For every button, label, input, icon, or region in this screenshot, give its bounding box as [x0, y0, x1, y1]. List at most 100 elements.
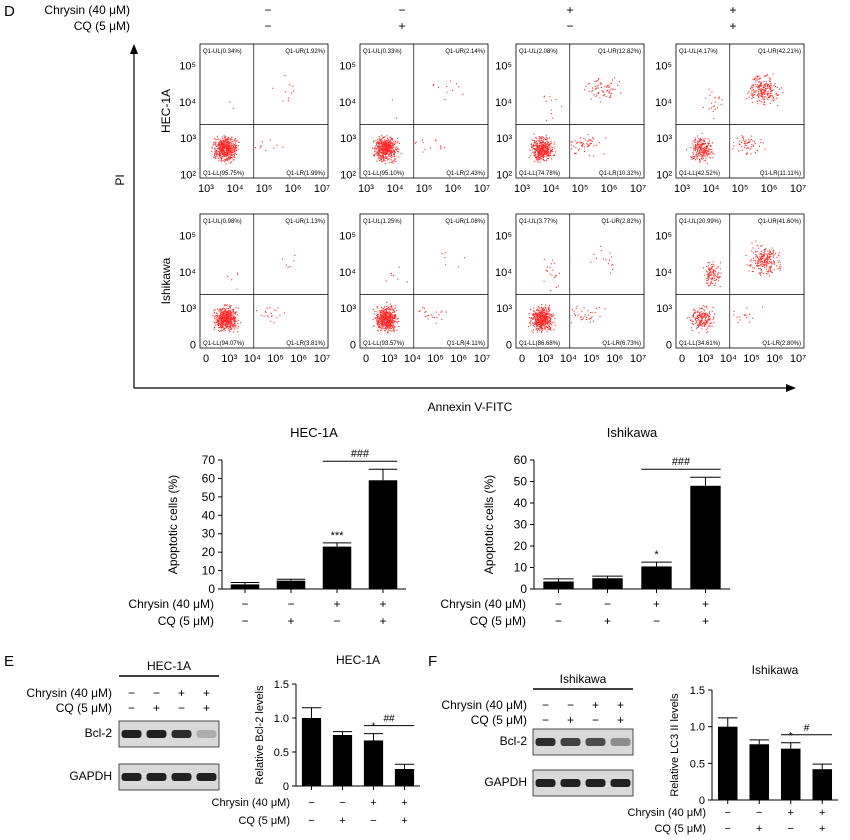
event-dot — [536, 156, 538, 158]
event-dot — [716, 275, 718, 277]
event-dot — [388, 315, 390, 317]
x-tick-label: 10⁶ — [285, 183, 302, 195]
event-dot — [377, 321, 379, 323]
event-dot — [376, 143, 378, 145]
treatment-sign: − — [725, 823, 731, 835]
event-dot — [701, 319, 703, 321]
event-dot — [219, 149, 221, 151]
event-dot — [703, 324, 705, 326]
event-dot — [755, 263, 757, 265]
x-tick-label: 10⁵ — [572, 183, 589, 195]
event-dot — [760, 256, 762, 258]
event-dot — [778, 255, 780, 257]
event-dot — [222, 311, 224, 313]
event-dot — [379, 314, 381, 316]
event-dot — [550, 158, 552, 160]
event-dot — [542, 155, 544, 157]
event-dot — [541, 329, 543, 331]
event-dot — [536, 315, 538, 317]
event-dot — [755, 259, 757, 261]
event-dot — [691, 323, 693, 325]
event-dot — [269, 320, 271, 322]
event-dot — [216, 135, 218, 137]
event-dot — [229, 309, 231, 311]
y-tick-label: 30 — [202, 527, 216, 541]
event-dot — [227, 324, 229, 326]
event-dot — [770, 94, 772, 96]
event-dot — [551, 274, 553, 276]
event-dot — [237, 148, 239, 150]
event-dot — [697, 324, 699, 326]
quadrant-label-ul: Q1-UL(4.17%) — [679, 49, 718, 55]
event-dot — [546, 143, 548, 145]
event-dot — [386, 145, 388, 147]
event-dot — [530, 309, 532, 311]
event-dot — [705, 329, 707, 331]
event-dot — [389, 319, 391, 321]
event-dot — [697, 152, 699, 154]
event-dot — [549, 328, 551, 330]
event-dot — [754, 78, 756, 80]
event-dot — [695, 147, 697, 149]
treatment-sign: − — [566, 19, 573, 33]
event-dot — [389, 327, 391, 329]
event-dot — [542, 150, 544, 152]
event-dot — [228, 147, 230, 149]
quadrant-label-lr: Q1-LR(1.99%) — [286, 171, 325, 177]
event-dot — [213, 309, 215, 311]
event-dot — [391, 145, 393, 147]
event-dot — [397, 137, 399, 139]
event-dot — [376, 320, 378, 322]
y-tick-label: 10³ — [180, 303, 196, 315]
event-dot — [377, 142, 379, 144]
event-dot — [227, 154, 229, 156]
event-dot — [540, 317, 542, 319]
event-dot — [228, 148, 230, 150]
event-dot — [540, 320, 542, 322]
event-dot — [586, 146, 588, 148]
event-dot — [746, 98, 748, 100]
event-dot — [227, 136, 229, 138]
event-dot — [544, 312, 546, 314]
event-dot — [387, 155, 389, 157]
event-dot — [231, 149, 233, 151]
event-dot — [214, 156, 216, 158]
event-dot — [766, 253, 768, 255]
event-dot — [706, 147, 708, 149]
event-dot — [540, 319, 542, 321]
event-dot — [534, 326, 536, 328]
event-dot — [218, 310, 220, 312]
event-dot — [694, 146, 696, 148]
event-dot — [775, 252, 777, 254]
event-dot — [713, 265, 715, 267]
event-dot — [542, 314, 544, 316]
event-dot — [709, 140, 711, 142]
event-dot — [536, 322, 538, 324]
event-dot — [220, 313, 222, 315]
event-dot — [233, 139, 235, 141]
treatment-row-label: Chrysin (40 μM) — [440, 597, 526, 611]
event-dot — [692, 315, 694, 317]
event-dot — [389, 162, 391, 164]
event-dot — [538, 152, 540, 154]
event-dot — [700, 139, 702, 141]
y-tick-label: 30 — [514, 518, 528, 532]
event-dot — [536, 147, 538, 149]
treatment-sign: + — [819, 823, 825, 835]
event-dot — [767, 258, 769, 260]
event-dot — [540, 312, 542, 314]
event-dot — [768, 86, 770, 88]
event-dot — [383, 323, 385, 325]
event-dot — [219, 148, 221, 150]
event-dot — [590, 261, 592, 263]
event-dot — [229, 313, 231, 315]
event-dot — [780, 266, 782, 268]
event-dot — [373, 151, 375, 153]
event-dot — [386, 150, 388, 152]
event-dot — [393, 146, 395, 148]
event-dot — [232, 318, 234, 320]
event-dot — [548, 137, 550, 139]
event-dot — [748, 270, 750, 272]
event-dot — [707, 273, 709, 275]
